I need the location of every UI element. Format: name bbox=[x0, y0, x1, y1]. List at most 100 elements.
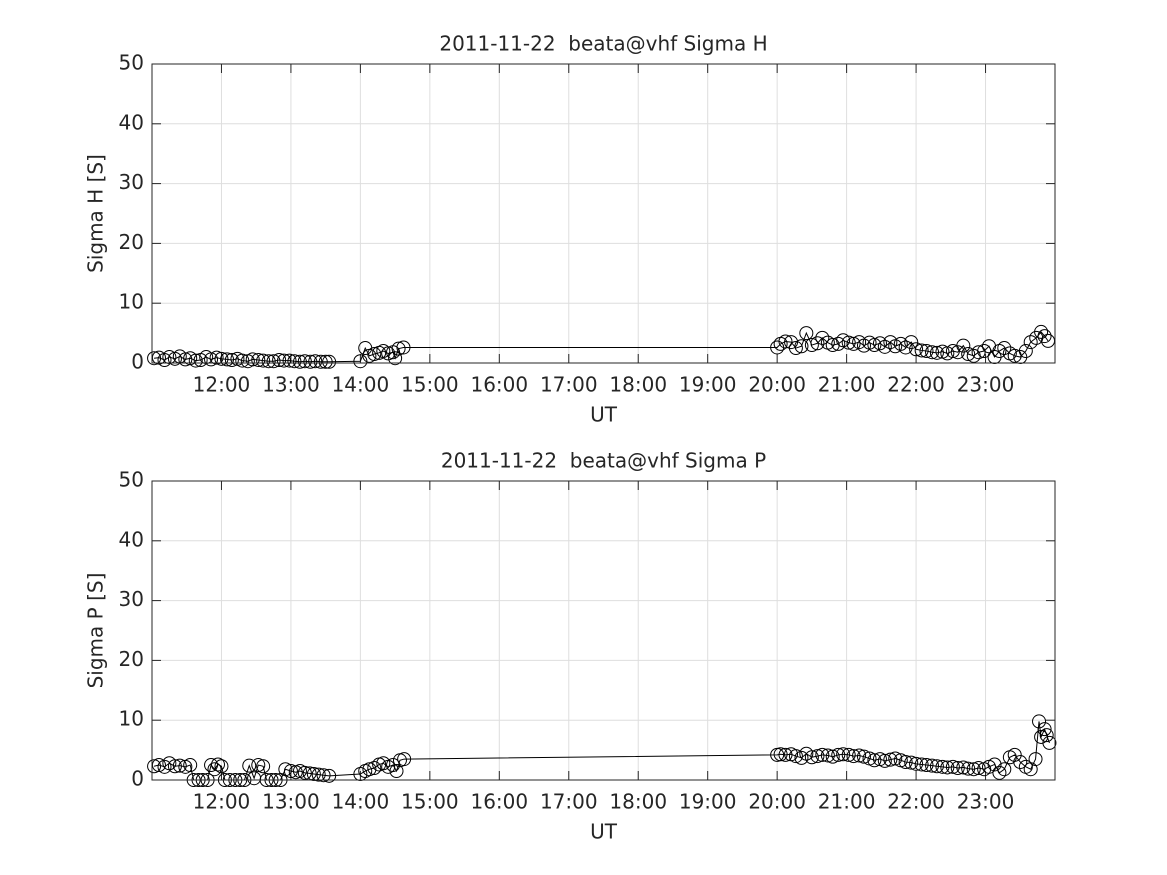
data-point bbox=[322, 354, 337, 369]
data-point bbox=[929, 759, 944, 774]
data-point bbox=[376, 756, 391, 771]
chart-title: 2011-11-22 beata@vhf Sigma H bbox=[439, 32, 767, 56]
data-point bbox=[272, 353, 287, 368]
data-point bbox=[204, 758, 219, 773]
data-point bbox=[836, 747, 851, 762]
data-point bbox=[311, 767, 326, 782]
data-point bbox=[214, 759, 229, 774]
chart-title: 2011-11-22 beata@vhf Sigma P bbox=[441, 449, 766, 473]
data-point bbox=[872, 336, 887, 351]
data-point bbox=[178, 352, 193, 367]
x-tick-label: 13:00 bbox=[262, 373, 320, 397]
data-point bbox=[367, 761, 382, 776]
data-point bbox=[235, 353, 250, 368]
data-point bbox=[846, 336, 861, 351]
data-point bbox=[209, 350, 224, 365]
data-point bbox=[388, 351, 403, 366]
data-point bbox=[898, 755, 913, 770]
data-point bbox=[925, 345, 940, 360]
x-tick-label: 18:00 bbox=[609, 373, 667, 397]
data-point bbox=[308, 354, 323, 369]
data-point bbox=[935, 759, 950, 774]
data-point bbox=[966, 762, 981, 777]
x-tick-label: 12:00 bbox=[193, 790, 251, 814]
x-tick-label: 13:00 bbox=[262, 790, 320, 814]
x-tick-label: 21:00 bbox=[818, 373, 876, 397]
data-point bbox=[977, 344, 992, 359]
y-tick-label: 30 bbox=[119, 170, 144, 194]
data-point bbox=[251, 758, 266, 773]
data-point bbox=[214, 351, 229, 366]
data-point bbox=[188, 353, 203, 368]
data-point bbox=[992, 765, 1007, 780]
data-point bbox=[950, 761, 965, 776]
data-point bbox=[157, 759, 172, 774]
data-point bbox=[778, 334, 793, 349]
data-point bbox=[207, 762, 222, 777]
x-tick-label: 14:00 bbox=[332, 373, 390, 397]
data-point bbox=[914, 757, 929, 772]
data-point bbox=[810, 336, 825, 351]
data-point bbox=[287, 354, 302, 369]
x-tick-label: 16:00 bbox=[470, 790, 528, 814]
data-point bbox=[256, 353, 271, 368]
data-point bbox=[266, 354, 281, 369]
axes-box bbox=[151, 63, 1056, 364]
data-point bbox=[788, 749, 803, 764]
data-point bbox=[1037, 329, 1052, 344]
data-point bbox=[831, 747, 846, 762]
data-point bbox=[362, 762, 377, 777]
data-point bbox=[846, 749, 861, 764]
data-point bbox=[909, 342, 924, 357]
data-point bbox=[987, 757, 1002, 772]
data-point bbox=[1032, 714, 1047, 729]
x-axis-label: UT bbox=[590, 820, 618, 844]
data-point bbox=[799, 326, 814, 341]
x-tick-label: 19:00 bbox=[679, 373, 737, 397]
y-axis-label: Sigma P [S] bbox=[84, 573, 108, 689]
data-point bbox=[157, 353, 172, 368]
y-tick-label: 0 bbox=[131, 767, 144, 791]
data-point bbox=[773, 747, 788, 762]
data-point bbox=[852, 748, 867, 763]
data-point bbox=[396, 340, 411, 355]
data-line bbox=[154, 331, 1049, 363]
subplot: 12:00 13:00 14:00 15:00 16:00 17:00 18:00 19:00… bbox=[84, 449, 1057, 844]
data-point bbox=[867, 338, 882, 353]
data-point bbox=[778, 747, 793, 762]
data-point bbox=[919, 344, 934, 359]
data-point bbox=[914, 343, 929, 358]
data-point bbox=[224, 353, 239, 368]
data-point bbox=[788, 341, 803, 356]
x-tick-label: 21:00 bbox=[818, 790, 876, 814]
y-tick-label: 40 bbox=[119, 110, 144, 134]
data-point bbox=[883, 752, 898, 767]
data-point bbox=[210, 757, 225, 772]
data-point bbox=[316, 768, 331, 783]
data-point bbox=[997, 341, 1012, 356]
data-point bbox=[292, 354, 307, 369]
data-point bbox=[367, 347, 382, 362]
data-point bbox=[353, 354, 368, 369]
data-point bbox=[204, 352, 219, 367]
y-tick-label: 10 bbox=[119, 290, 144, 314]
data-point bbox=[242, 758, 257, 773]
data-point bbox=[1037, 722, 1052, 737]
data-point bbox=[815, 747, 830, 762]
data-point bbox=[815, 330, 830, 345]
y-tick-label: 10 bbox=[119, 707, 144, 731]
data-point bbox=[888, 751, 903, 766]
axes-box bbox=[151, 480, 1056, 781]
data-point bbox=[940, 760, 955, 775]
x-tick-label: 19:00 bbox=[679, 790, 737, 814]
data-point bbox=[303, 354, 318, 369]
data-point bbox=[794, 750, 809, 765]
y-tick-label: 20 bbox=[119, 647, 144, 671]
subplot: 12:00 13:00 14:00 15:00 16:00 17:00 18:00 19:00… bbox=[84, 32, 1056, 427]
data-point bbox=[841, 747, 856, 762]
data-point bbox=[251, 353, 266, 368]
data-point bbox=[220, 352, 235, 367]
data-point bbox=[831, 336, 846, 351]
data-point bbox=[297, 765, 312, 780]
